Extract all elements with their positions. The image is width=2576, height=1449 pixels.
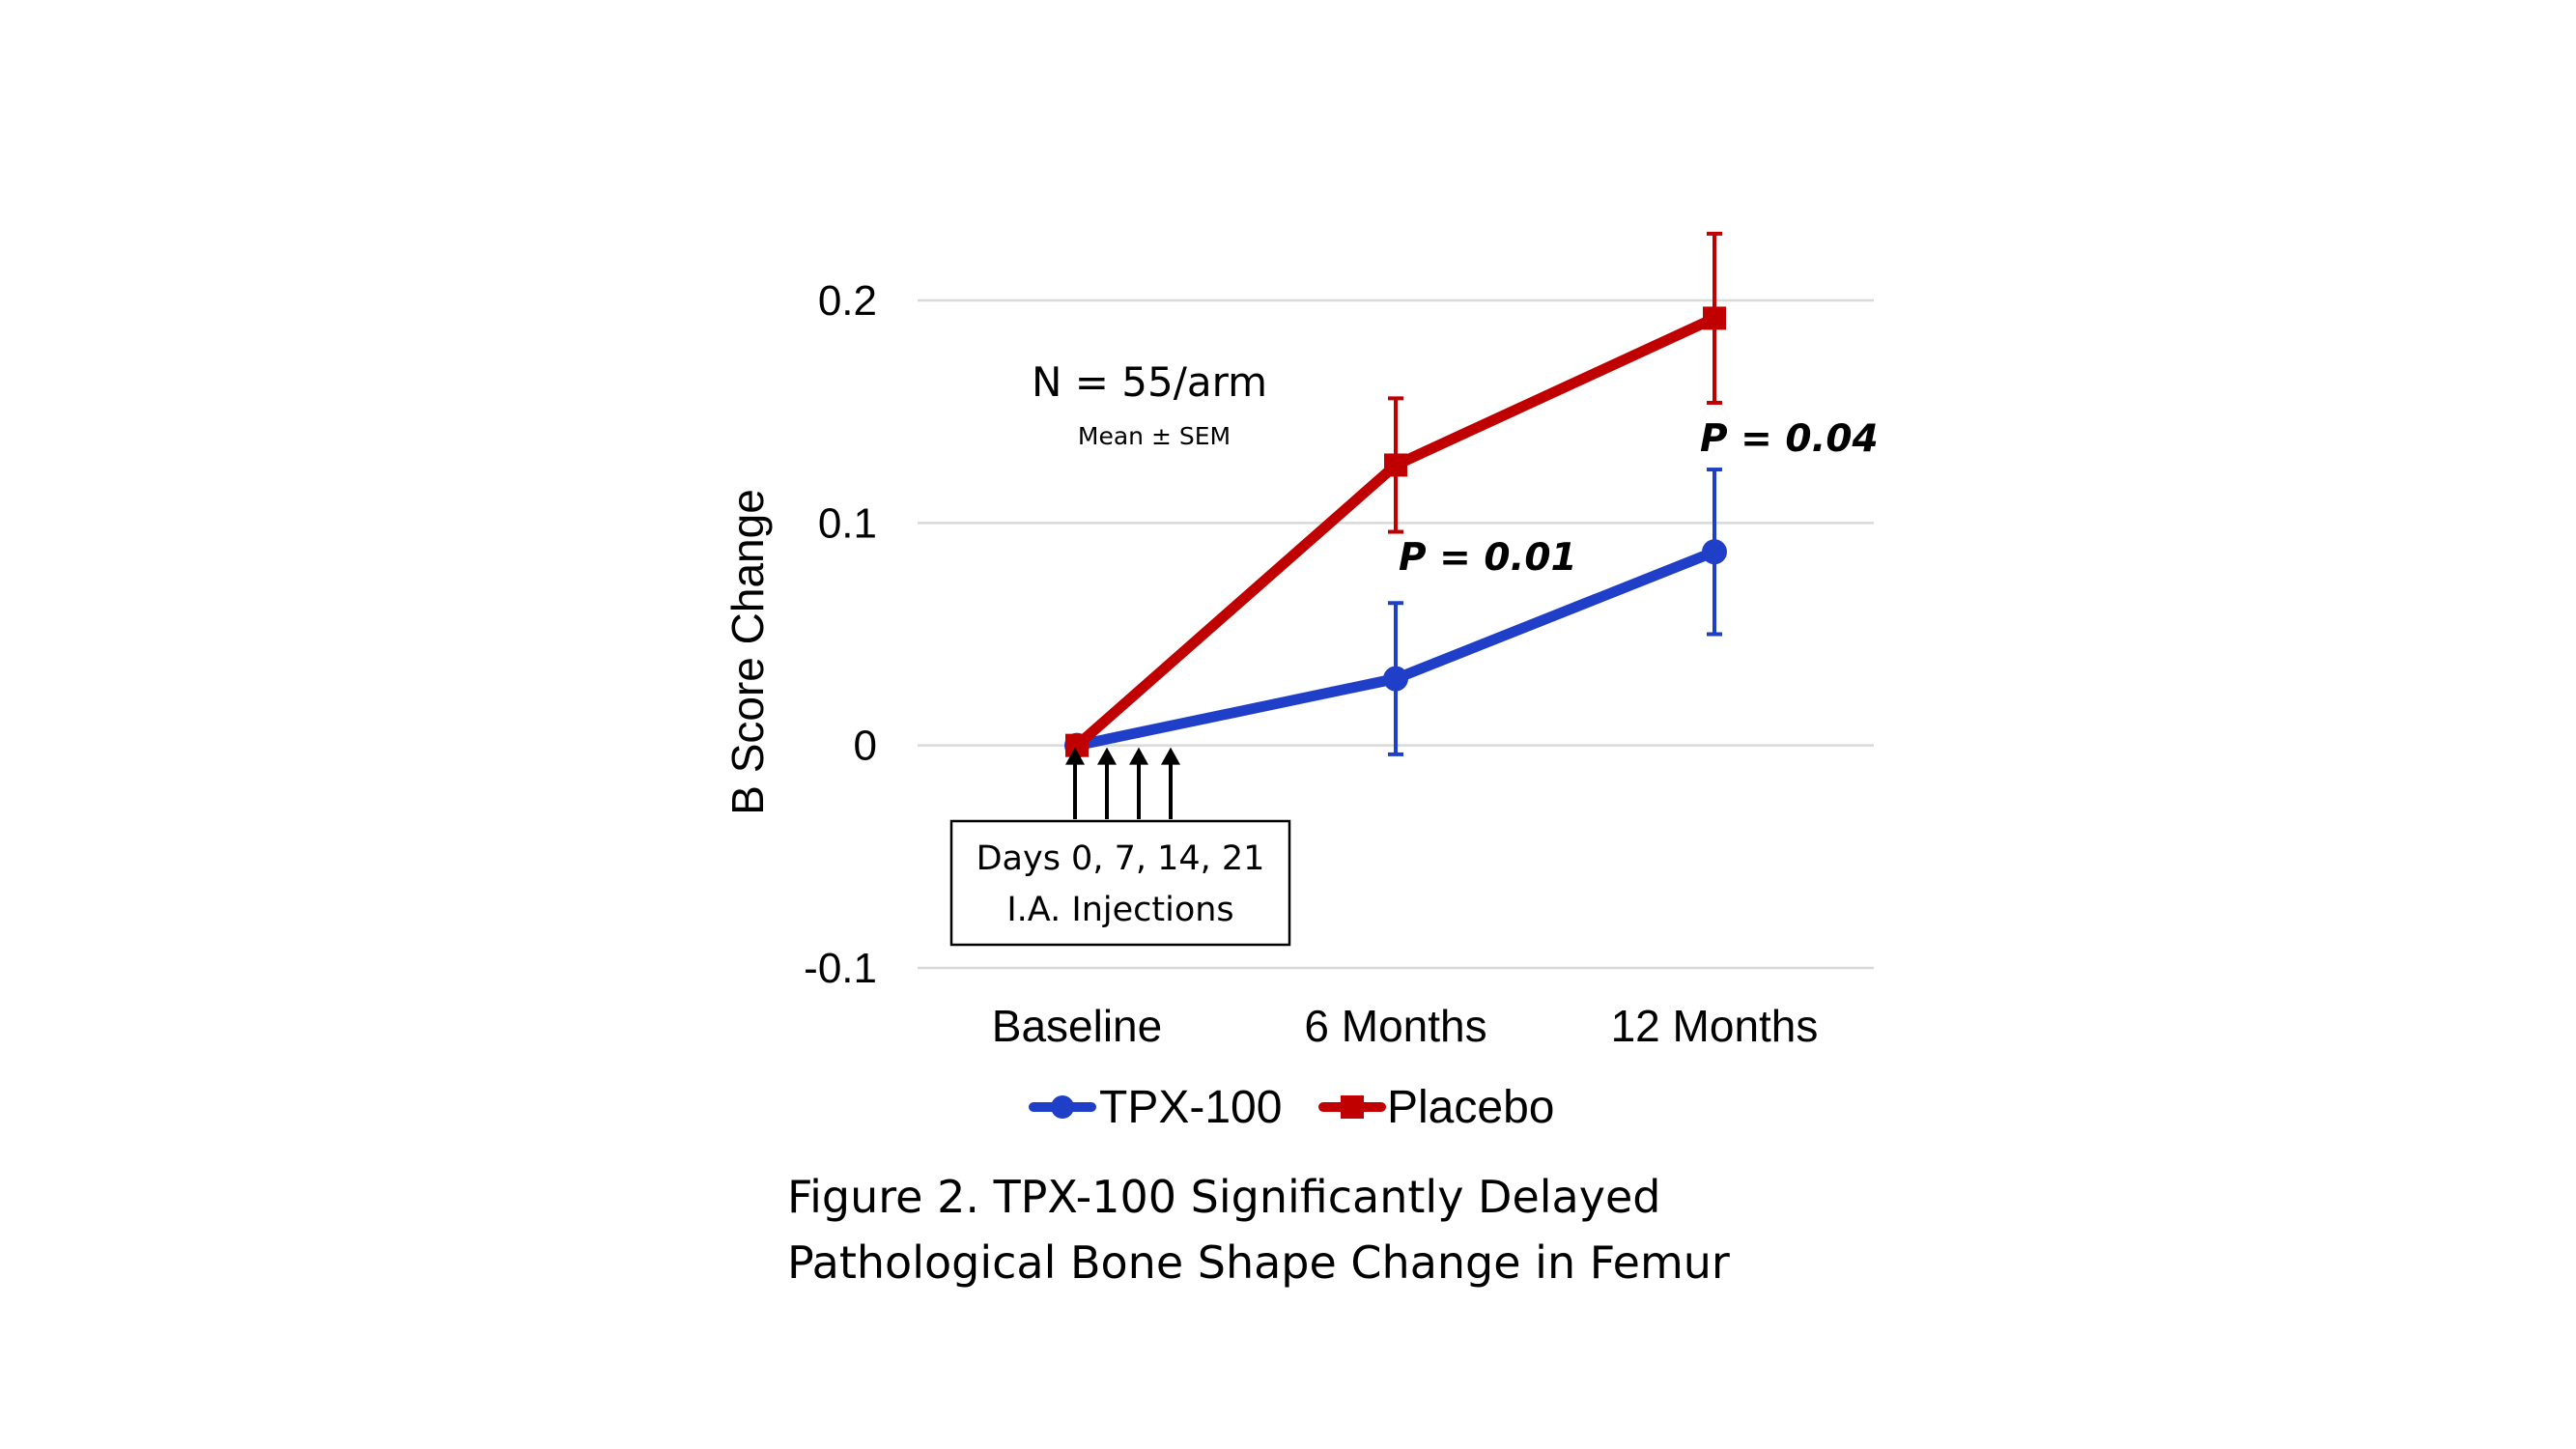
legend-item-tpx100: TPX-100 xyxy=(1029,1082,1282,1133)
mean-sem-note: Mean ± SEM xyxy=(1078,422,1231,450)
legend-swatch-marker-tpx100 xyxy=(1051,1095,1074,1119)
caption-line-2: Pathological Bone Shape Change in Femur xyxy=(787,1236,1730,1289)
injection-arrow-head xyxy=(1161,747,1180,765)
injection-box-line2: I.A. Injections xyxy=(1006,891,1233,929)
figure-caption: Figure 2. TPX-100 Significantly Delayed … xyxy=(787,1164,1946,1295)
data-point xyxy=(1384,453,1407,477)
series-placebo xyxy=(1065,231,1726,757)
y-axis-label: B Score Change xyxy=(722,489,773,815)
data-point xyxy=(1702,539,1727,565)
x-tick-label: 6 Months xyxy=(1304,1001,1486,1051)
y-tick-label: 0.2 xyxy=(818,277,877,325)
x-axis-ticks: Baseline 6 Months 12 Months xyxy=(992,1001,1819,1051)
injection-box-line1: Days 0, 7, 14, 21 xyxy=(977,839,1265,878)
pvalue-12-months: P = 0.04 xyxy=(1700,417,1879,461)
x-tick-label: 12 Months xyxy=(1611,1001,1819,1051)
legend-label-tpx100: TPX-100 xyxy=(1099,1082,1282,1133)
injection-box xyxy=(949,819,1291,947)
series-layer xyxy=(1064,231,1727,758)
pvalue-6-months: P = 0.01 xyxy=(1399,536,1577,580)
legend-label-placebo: Placebo xyxy=(1387,1082,1554,1133)
legend-item-placebo: Placebo xyxy=(1318,1082,1554,1133)
legend: TPX-100 Placebo xyxy=(1029,1082,1554,1133)
x-tick-label: Baseline xyxy=(992,1001,1162,1051)
legend-swatch-marker-placebo xyxy=(1341,1095,1364,1119)
injection-arrow-head xyxy=(1065,747,1085,765)
n-per-arm-note: N = 55/arm xyxy=(1032,358,1267,406)
injection-arrow-head xyxy=(1097,747,1117,765)
y-tick-label: 0 xyxy=(854,723,877,770)
injection-arrow-head xyxy=(1129,747,1148,765)
data-point xyxy=(1703,306,1726,330)
caption-line-1: Figure 2. TPX-100 Significantly Delayed xyxy=(787,1171,1661,1223)
injection-arrows xyxy=(1065,747,1180,819)
data-point xyxy=(1383,666,1408,692)
y-tick-label: 0.1 xyxy=(818,499,877,547)
y-tick-label: -0.1 xyxy=(804,945,877,992)
y-axis-ticks: -0.1 0 0.1 0.2 xyxy=(804,277,877,992)
